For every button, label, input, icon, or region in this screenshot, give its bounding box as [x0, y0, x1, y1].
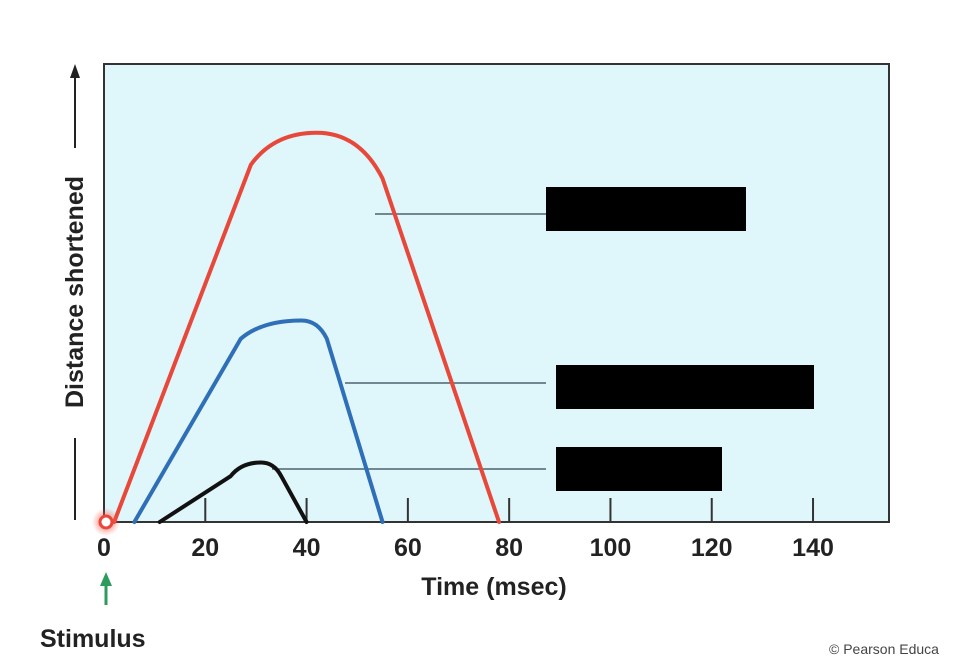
stimulus-point [98, 514, 114, 530]
x-tick-label-0: 0 [97, 534, 111, 562]
x-axis-tick-labels: 0 20 40 60 80 100 120 140 [97, 534, 834, 562]
blue-curve [132, 318, 385, 524]
black-curve [157, 460, 309, 524]
plot-area [103, 63, 890, 523]
stimulus-label: Stimulus [40, 625, 146, 653]
x-tick-label-40: 40 [293, 534, 321, 562]
x-tick-label-20: 20 [191, 534, 219, 562]
y-axis-title: Distance shortened [61, 176, 89, 408]
red-curve-label-box [546, 187, 746, 231]
series-curves [112, 130, 502, 524]
callout-label-boxes [546, 187, 814, 491]
x-tick-label-100: 100 [590, 534, 632, 562]
x-tick-label-140: 140 [792, 534, 834, 562]
red-curve [112, 130, 502, 524]
blue-curve-label-box [556, 365, 814, 409]
callout-leader-lines [272, 213, 546, 470]
x-tick-label-60: 60 [394, 534, 422, 562]
stimulus-arrowhead [100, 572, 112, 586]
x-tick-label-120: 120 [691, 534, 733, 562]
copyright-text: © Pearson Educa [829, 641, 939, 656]
x-axis-title: Time (msec) [421, 573, 566, 601]
black-curve-label-box [556, 447, 722, 491]
y-axis-title-backdrop [60, 148, 90, 438]
y-axis-arrowhead [70, 64, 80, 78]
x-tick-label-80: 80 [495, 534, 523, 562]
